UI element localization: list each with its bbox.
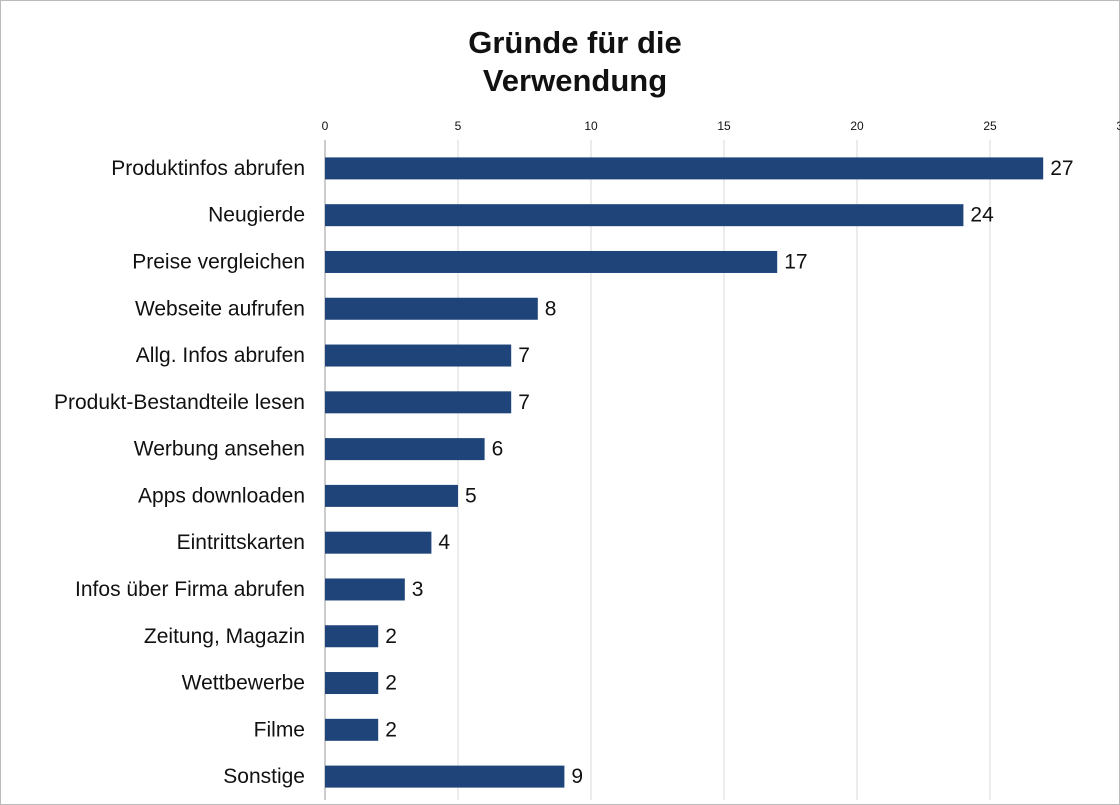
bar xyxy=(325,672,379,695)
x-tick-label: 30 xyxy=(1116,119,1120,133)
y-tick-label: Filme xyxy=(254,718,305,741)
chart-title: Gründe für die Verwendung xyxy=(468,25,682,98)
value-label: 2 xyxy=(385,625,397,648)
y-tick-label: Produkt-Bestandteile lesen xyxy=(54,391,305,414)
y-tick-label: Eintrittskarten xyxy=(177,531,305,554)
value-label: 3 xyxy=(412,578,424,601)
value-label: 7 xyxy=(518,344,530,367)
value-label: 4 xyxy=(438,531,450,554)
bar xyxy=(325,531,432,554)
bar xyxy=(325,438,485,461)
y-tick-label: Zeitung, Magazin xyxy=(144,625,305,648)
value-label: 9 xyxy=(571,765,583,788)
value-label: 27 xyxy=(1050,157,1073,180)
y-tick-label: Sonstige xyxy=(223,765,305,788)
bar xyxy=(325,625,379,648)
bar xyxy=(325,297,538,320)
value-label: 2 xyxy=(385,672,397,695)
value-label: 2 xyxy=(385,718,397,741)
x-tick-label: 10 xyxy=(584,119,598,133)
y-tick-label: Preise vergleichen xyxy=(132,251,305,274)
value-label: 7 xyxy=(518,391,530,414)
value-label: 17 xyxy=(784,251,807,274)
y-tick-label: Werbung ansehen xyxy=(134,438,305,461)
y-tick-label: Infos über Firma abrufen xyxy=(75,578,305,601)
x-tick-label: 5 xyxy=(455,119,462,133)
bar xyxy=(325,204,964,227)
x-tick-label: 0 xyxy=(322,119,329,133)
value-label: 5 xyxy=(465,484,477,507)
y-tick-label: Webseite aufrufen xyxy=(135,297,305,320)
value-label: 8 xyxy=(545,297,557,320)
bar xyxy=(325,578,405,601)
bar xyxy=(325,250,778,273)
value-label: 24 xyxy=(970,204,994,227)
x-tick-label: 20 xyxy=(850,119,864,133)
bar xyxy=(325,718,379,741)
bar xyxy=(325,391,512,414)
x-tick-label: 25 xyxy=(983,119,997,133)
value-label: 6 xyxy=(492,438,504,461)
y-tick-label: Apps downloaden xyxy=(138,484,305,507)
y-tick-label: Produktinfos abrufen xyxy=(111,157,305,180)
bar xyxy=(325,484,458,507)
bar xyxy=(325,157,1044,180)
x-tick-label: 15 xyxy=(717,119,731,133)
y-tick-label: Neugierde xyxy=(208,204,305,227)
bar xyxy=(325,765,565,788)
y-tick-label: Allg. Infos abrufen xyxy=(136,344,305,367)
bar xyxy=(325,344,512,367)
y-tick-label: Wettbewerbe xyxy=(182,672,305,695)
